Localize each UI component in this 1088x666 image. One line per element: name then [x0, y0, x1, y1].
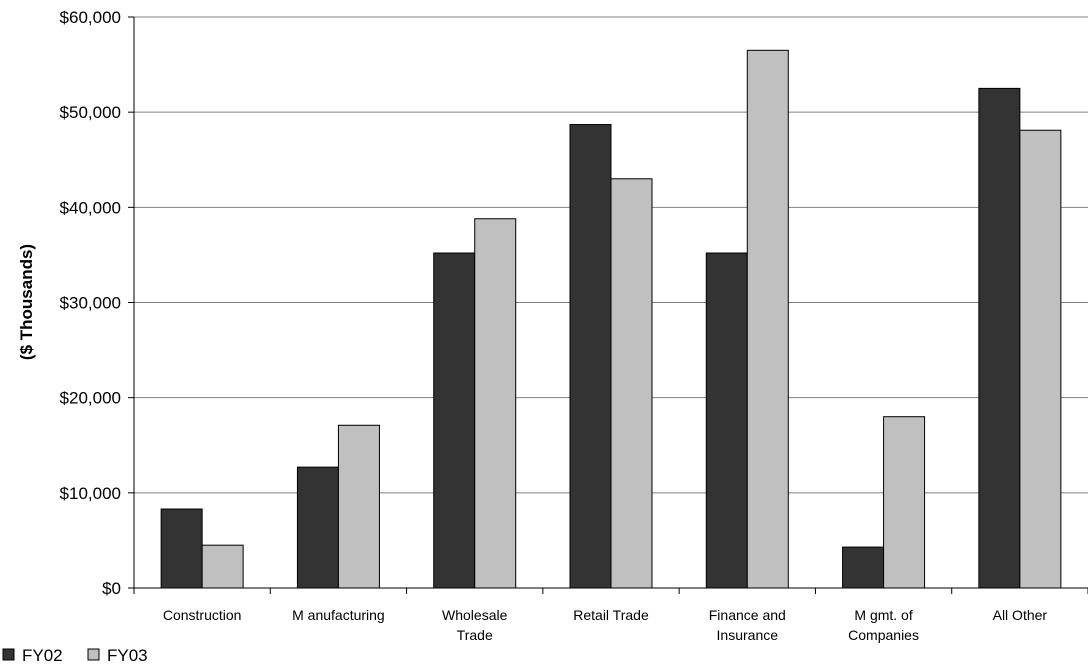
bars	[160, 49, 1062, 589]
legend-label-fy02: FY02	[22, 646, 63, 665]
legend-swatch-fy03	[87, 648, 100, 661]
axes	[128, 16, 1088, 594]
legend-label-fy03: FY03	[107, 646, 148, 665]
y-tick-label: $60,000	[60, 8, 121, 27]
y-axis-title: ($ Thousands)	[17, 244, 36, 360]
category-label: Construction	[163, 607, 242, 623]
category-label: All Other	[993, 607, 1048, 623]
y-tick-label: $40,000	[60, 198, 121, 217]
bar-fy03-5	[883, 416, 926, 589]
bar-fy03-6	[1019, 129, 1062, 589]
bar-fy03-0	[201, 544, 244, 589]
bar-fy02-3	[569, 124, 612, 589]
y-tick-label: $50,000	[60, 103, 121, 122]
bar-fy02-1	[296, 466, 339, 589]
y-tick-label: $20,000	[60, 389, 121, 408]
bar-fy03-4	[746, 49, 789, 589]
legend: FY02 FY03	[2, 646, 148, 665]
bar-fy02-6	[978, 87, 1021, 589]
bar-fy03-2	[474, 218, 517, 589]
bar-fy02-5	[842, 546, 885, 589]
category-label: Finance and Insurance	[709, 607, 786, 643]
bar-fy02-4	[705, 252, 748, 589]
y-tick-labels: $0 $10,000 $20,000 $30,000 $40,000 $50,000 $60…	[60, 8, 121, 598]
category-label: M anufacturing	[292, 607, 385, 623]
bar-fy02-2	[433, 252, 476, 589]
legend-swatch-fy02	[2, 648, 15, 661]
bar-fy02-0	[160, 508, 203, 589]
category-label: Retail Trade	[573, 607, 649, 623]
category-labels: Construction M anufacturing Wholesale Trade…	[163, 607, 1048, 643]
bar-fy03-1	[337, 424, 380, 589]
y-tick-label: $30,000	[60, 294, 121, 313]
y-tick-label: $10,000	[60, 484, 121, 503]
bar-fy03-3	[610, 178, 653, 589]
y-tick-label: $0	[102, 579, 121, 598]
category-label: Wholesale Trade	[442, 607, 508, 643]
category-label: M gmt. of Companies	[848, 607, 919, 643]
